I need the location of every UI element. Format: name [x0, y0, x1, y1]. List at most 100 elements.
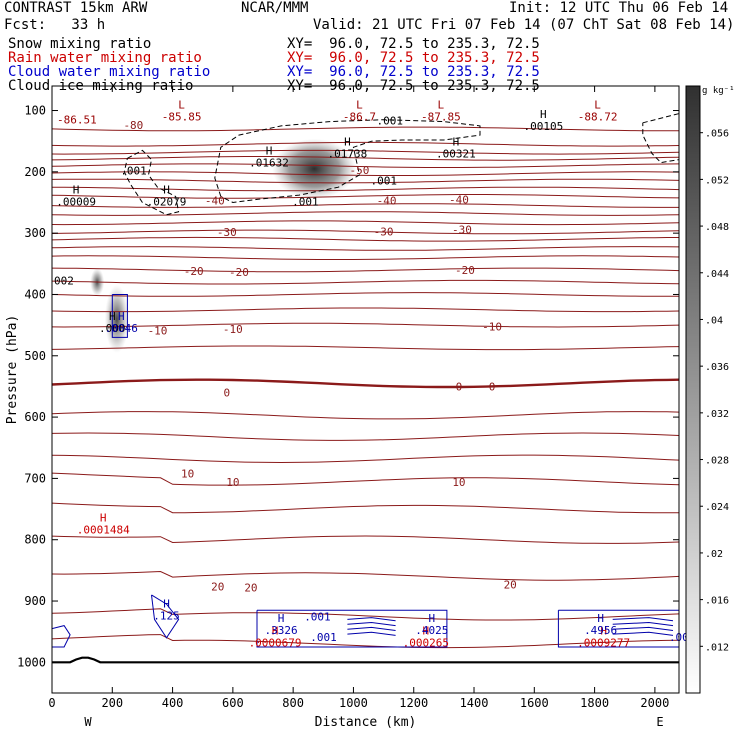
contour-value-label: .001	[292, 195, 319, 208]
colorbar-tick-label: .056	[705, 129, 729, 140]
contour-value-label: .001	[310, 631, 337, 644]
temperature-contour	[52, 203, 679, 208]
temperature-contour	[52, 246, 679, 251]
temperature-contour	[52, 178, 679, 184]
plot-frame	[51, 85, 680, 694]
extrema-marker: L-87.85	[421, 99, 461, 124]
temperature-label: -10	[482, 320, 502, 333]
colorbar-tick-label: .052	[705, 175, 729, 186]
temperature-contour	[52, 171, 679, 176]
temperature-label: 10	[181, 467, 194, 480]
temperature-label: -30	[374, 225, 394, 238]
colorbar-unit: g kg⁻¹	[702, 86, 735, 96]
temperature-label: 0	[224, 387, 231, 400]
center-name: NCAR/MMM	[241, 0, 309, 16]
extrema-value: .01632	[249, 157, 289, 170]
temperature-label: -40	[377, 195, 397, 208]
temperature-contour	[52, 163, 679, 168]
y-tick-label: 400	[24, 287, 46, 301]
y-tick-label: 200	[24, 165, 46, 179]
extrema-marker: H.02079	[147, 183, 187, 208]
contour-value-label: -86.51	[57, 114, 97, 127]
cloud-water-contour-inner	[612, 626, 674, 631]
y-tick-label: 700	[24, 471, 46, 485]
forecast-hour: Fcst: 33 h	[4, 17, 106, 33]
extrema-value: -87.85	[421, 111, 461, 124]
temperature-contour	[52, 322, 679, 328]
temperature-label: -80	[123, 119, 143, 132]
extrema-mark-letter: H	[272, 625, 279, 638]
cloud-water-contour-mid	[111, 294, 128, 338]
ice-shade-mid	[104, 284, 129, 353]
contour-value-label: .001	[377, 114, 404, 127]
extrema-value: .0000679	[249, 637, 302, 650]
extrema-marker: L-86.7	[343, 99, 376, 124]
y-axis-title: Pressure (hPa)	[5, 315, 20, 425]
extrema-marker: H.0046	[105, 310, 138, 335]
colorbar-tick-label: .012	[705, 642, 729, 653]
extrema-value: .01738	[328, 147, 368, 160]
x-tick-label: 0	[48, 696, 55, 710]
extrema-mark-letter: H	[429, 612, 436, 625]
temperature-label: -10	[223, 323, 243, 336]
temperature-contour	[52, 194, 679, 199]
temperature-contour	[52, 535, 679, 544]
cloud-water-contour-125	[151, 594, 180, 639]
x-tick-label: 400	[162, 696, 184, 710]
extrema-marker: L-85.85	[162, 99, 202, 124]
temperature-contour	[52, 156, 679, 161]
temperature-label: 20	[211, 580, 224, 593]
x-tick-label: 600	[222, 696, 244, 710]
extrema-marker: H.4956	[584, 612, 617, 637]
extrema-value: .02079	[147, 195, 187, 208]
extrema-mark-letter: H	[278, 612, 285, 625]
extrema-mark-letter: H	[540, 108, 547, 121]
extrema-marker: H.125	[153, 598, 180, 623]
cloud-water-contour-inner	[612, 621, 674, 627]
field-legend: Snow mixing ratio XY= 96.0, 72.5 to 235.…	[0, 36, 540, 96]
y-tick-label: 1000	[17, 655, 46, 669]
cloud-water-contour-inner	[347, 617, 396, 622]
temperature-contour	[52, 454, 679, 464]
snow-contour-left	[123, 149, 180, 216]
colorbar-tick-label: .024	[705, 502, 729, 513]
extrema-value: .000	[99, 322, 126, 335]
field-snow-name: Snow mixing ratio	[8, 36, 152, 52]
extrema-value: .3326	[265, 624, 298, 637]
y-tick-label: 500	[24, 349, 46, 363]
temperature-label: -20	[229, 266, 249, 279]
temperature-contour	[52, 634, 679, 649]
extrema-mark-letter: H	[163, 183, 170, 196]
extrema-marker: H.00321	[436, 135, 476, 160]
contour-value-label: .001	[304, 610, 331, 623]
extrema-marker: H.01632	[249, 145, 289, 170]
x-tick-label: 2000	[640, 696, 669, 710]
temperature-contour	[52, 472, 679, 486]
extrema-value: .00105	[523, 120, 563, 133]
field-rain-xy: XY= 96.0, 72.5 to 235.3, 72.5	[287, 50, 540, 66]
snow-contour-upper	[214, 119, 481, 204]
contour-value-label: .001	[371, 174, 398, 187]
cloud-water-contour-inner	[347, 621, 396, 627]
extrema-value: .125	[153, 610, 180, 623]
terrain-surface-line	[52, 656, 679, 664]
colorbar-tick-label: .016	[705, 596, 729, 607]
cloud-water-contour-inner	[347, 631, 396, 636]
y-tick-label: 100	[24, 104, 46, 118]
temperature-label: 20	[504, 578, 517, 591]
extrema-value: .0046	[105, 322, 138, 335]
temperature-contour	[52, 570, 679, 581]
extrema-value: .000265	[403, 637, 449, 650]
x-axis-title: Distance (km)	[315, 715, 417, 730]
temperature-label: -20	[455, 264, 475, 277]
temperature-contour	[52, 220, 679, 226]
extrema-mark-letter: H	[109, 310, 116, 323]
temperature-label: -40	[449, 193, 469, 206]
temperature-label: 0	[456, 380, 463, 393]
cloud-water-contour-left	[52, 625, 71, 648]
temperature-contour	[52, 378, 679, 389]
x-tick-label: 800	[282, 696, 304, 710]
colorbar-tick-label: .048	[705, 222, 729, 233]
temperature-label: -10	[148, 325, 168, 338]
temperature-label: -30	[452, 223, 472, 236]
